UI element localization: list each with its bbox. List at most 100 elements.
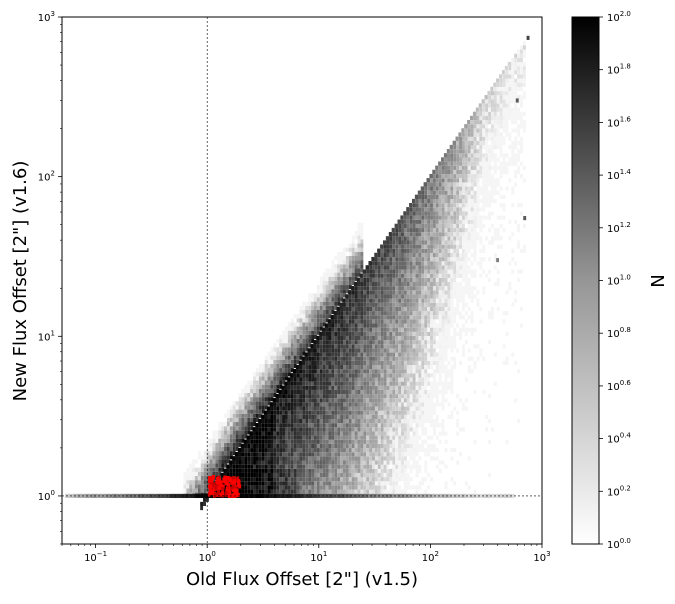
density-bin bbox=[392, 423, 396, 428]
density-bin bbox=[415, 340, 419, 345]
density-bin bbox=[308, 460, 312, 465]
density-bin bbox=[345, 435, 349, 440]
density-bin bbox=[461, 232, 465, 237]
density-bin bbox=[282, 477, 285, 482]
density-bin bbox=[212, 467, 216, 472]
density-bin bbox=[467, 348, 471, 353]
density-bin bbox=[319, 389, 323, 395]
density-bin bbox=[255, 392, 259, 398]
density-bin bbox=[354, 302, 358, 307]
density-bin bbox=[357, 286, 361, 291]
density-bin bbox=[395, 381, 399, 386]
density-bin bbox=[255, 452, 259, 457]
density-bin bbox=[290, 330, 294, 335]
density-bin bbox=[273, 464, 277, 469]
density-bin bbox=[392, 427, 396, 432]
density-bin bbox=[389, 485, 393, 490]
density-bin bbox=[328, 443, 332, 449]
density-bin bbox=[432, 327, 436, 332]
density-bin bbox=[412, 352, 416, 357]
density-bin bbox=[395, 410, 399, 415]
density-bin bbox=[401, 398, 404, 403]
density-bin bbox=[418, 240, 422, 245]
density-bin bbox=[401, 431, 404, 436]
density-bin bbox=[287, 351, 291, 356]
density-bin bbox=[331, 481, 335, 486]
density-bin bbox=[244, 460, 248, 465]
density-bin bbox=[250, 485, 254, 490]
density-bin bbox=[389, 481, 393, 486]
density-bin bbox=[186, 467, 190, 472]
density-bin bbox=[415, 485, 419, 490]
density-bin bbox=[447, 311, 451, 316]
density-bin bbox=[383, 385, 387, 390]
density-bin bbox=[403, 398, 407, 403]
density-bin bbox=[424, 448, 428, 453]
density-bin bbox=[296, 359, 300, 364]
density-bin bbox=[473, 190, 477, 195]
density-bin bbox=[485, 161, 489, 166]
density-bin bbox=[267, 452, 271, 457]
density-bin bbox=[392, 294, 396, 299]
density-bin bbox=[427, 335, 431, 341]
density-bin bbox=[438, 207, 442, 212]
density-bin bbox=[435, 365, 439, 370]
density-bin bbox=[444, 265, 448, 270]
density-bin bbox=[322, 352, 326, 357]
density-bin bbox=[305, 489, 309, 494]
density-bin bbox=[493, 190, 497, 195]
density-bin bbox=[392, 385, 396, 390]
density-bin bbox=[430, 265, 433, 270]
density-bin bbox=[305, 365, 309, 370]
density-bin bbox=[316, 369, 320, 374]
density-bin bbox=[522, 178, 526, 183]
density-bin bbox=[401, 423, 404, 428]
density-bin bbox=[383, 402, 387, 407]
density-bin bbox=[348, 298, 352, 303]
density-bin bbox=[247, 456, 251, 461]
density-bin bbox=[316, 468, 320, 473]
density-bin bbox=[499, 215, 503, 220]
density-bin bbox=[374, 257, 378, 262]
density-bin bbox=[343, 489, 346, 494]
density-bin bbox=[392, 468, 396, 473]
density-bin bbox=[357, 448, 361, 453]
density-bin bbox=[351, 315, 355, 320]
density-bin bbox=[427, 298, 431, 303]
density-bin bbox=[406, 265, 410, 270]
density-bin bbox=[267, 489, 271, 494]
density-bin bbox=[505, 99, 509, 104]
density-bin bbox=[499, 115, 503, 121]
density-bin bbox=[360, 348, 364, 353]
density-bin bbox=[340, 431, 344, 436]
density-bin bbox=[473, 157, 477, 162]
density-bin bbox=[255, 380, 259, 385]
density-bin bbox=[441, 369, 445, 374]
density-bin bbox=[441, 282, 445, 287]
density-bin bbox=[389, 340, 393, 345]
density-bin bbox=[438, 182, 442, 187]
density-bin bbox=[366, 319, 370, 324]
density-bin bbox=[264, 359, 268, 364]
density-bin bbox=[299, 326, 303, 331]
density-bin bbox=[392, 252, 396, 258]
density-bin bbox=[386, 277, 390, 283]
density-bin bbox=[363, 468, 367, 473]
density-bin bbox=[386, 282, 390, 287]
density-bin bbox=[345, 373, 349, 378]
density-bin bbox=[372, 460, 375, 465]
density-bin bbox=[401, 240, 404, 245]
density-bin bbox=[401, 232, 404, 237]
density-bin bbox=[406, 211, 410, 216]
density-bin bbox=[383, 423, 387, 428]
density-bin bbox=[313, 369, 317, 374]
density-bin bbox=[438, 277, 442, 283]
density-bin bbox=[456, 265, 460, 270]
density-bin bbox=[360, 456, 364, 461]
density-bin bbox=[424, 236, 428, 241]
density-bin bbox=[444, 207, 448, 212]
density-bin bbox=[316, 348, 320, 353]
density-bin bbox=[444, 282, 448, 287]
density-bin bbox=[441, 169, 445, 175]
density-bin bbox=[499, 165, 503, 170]
